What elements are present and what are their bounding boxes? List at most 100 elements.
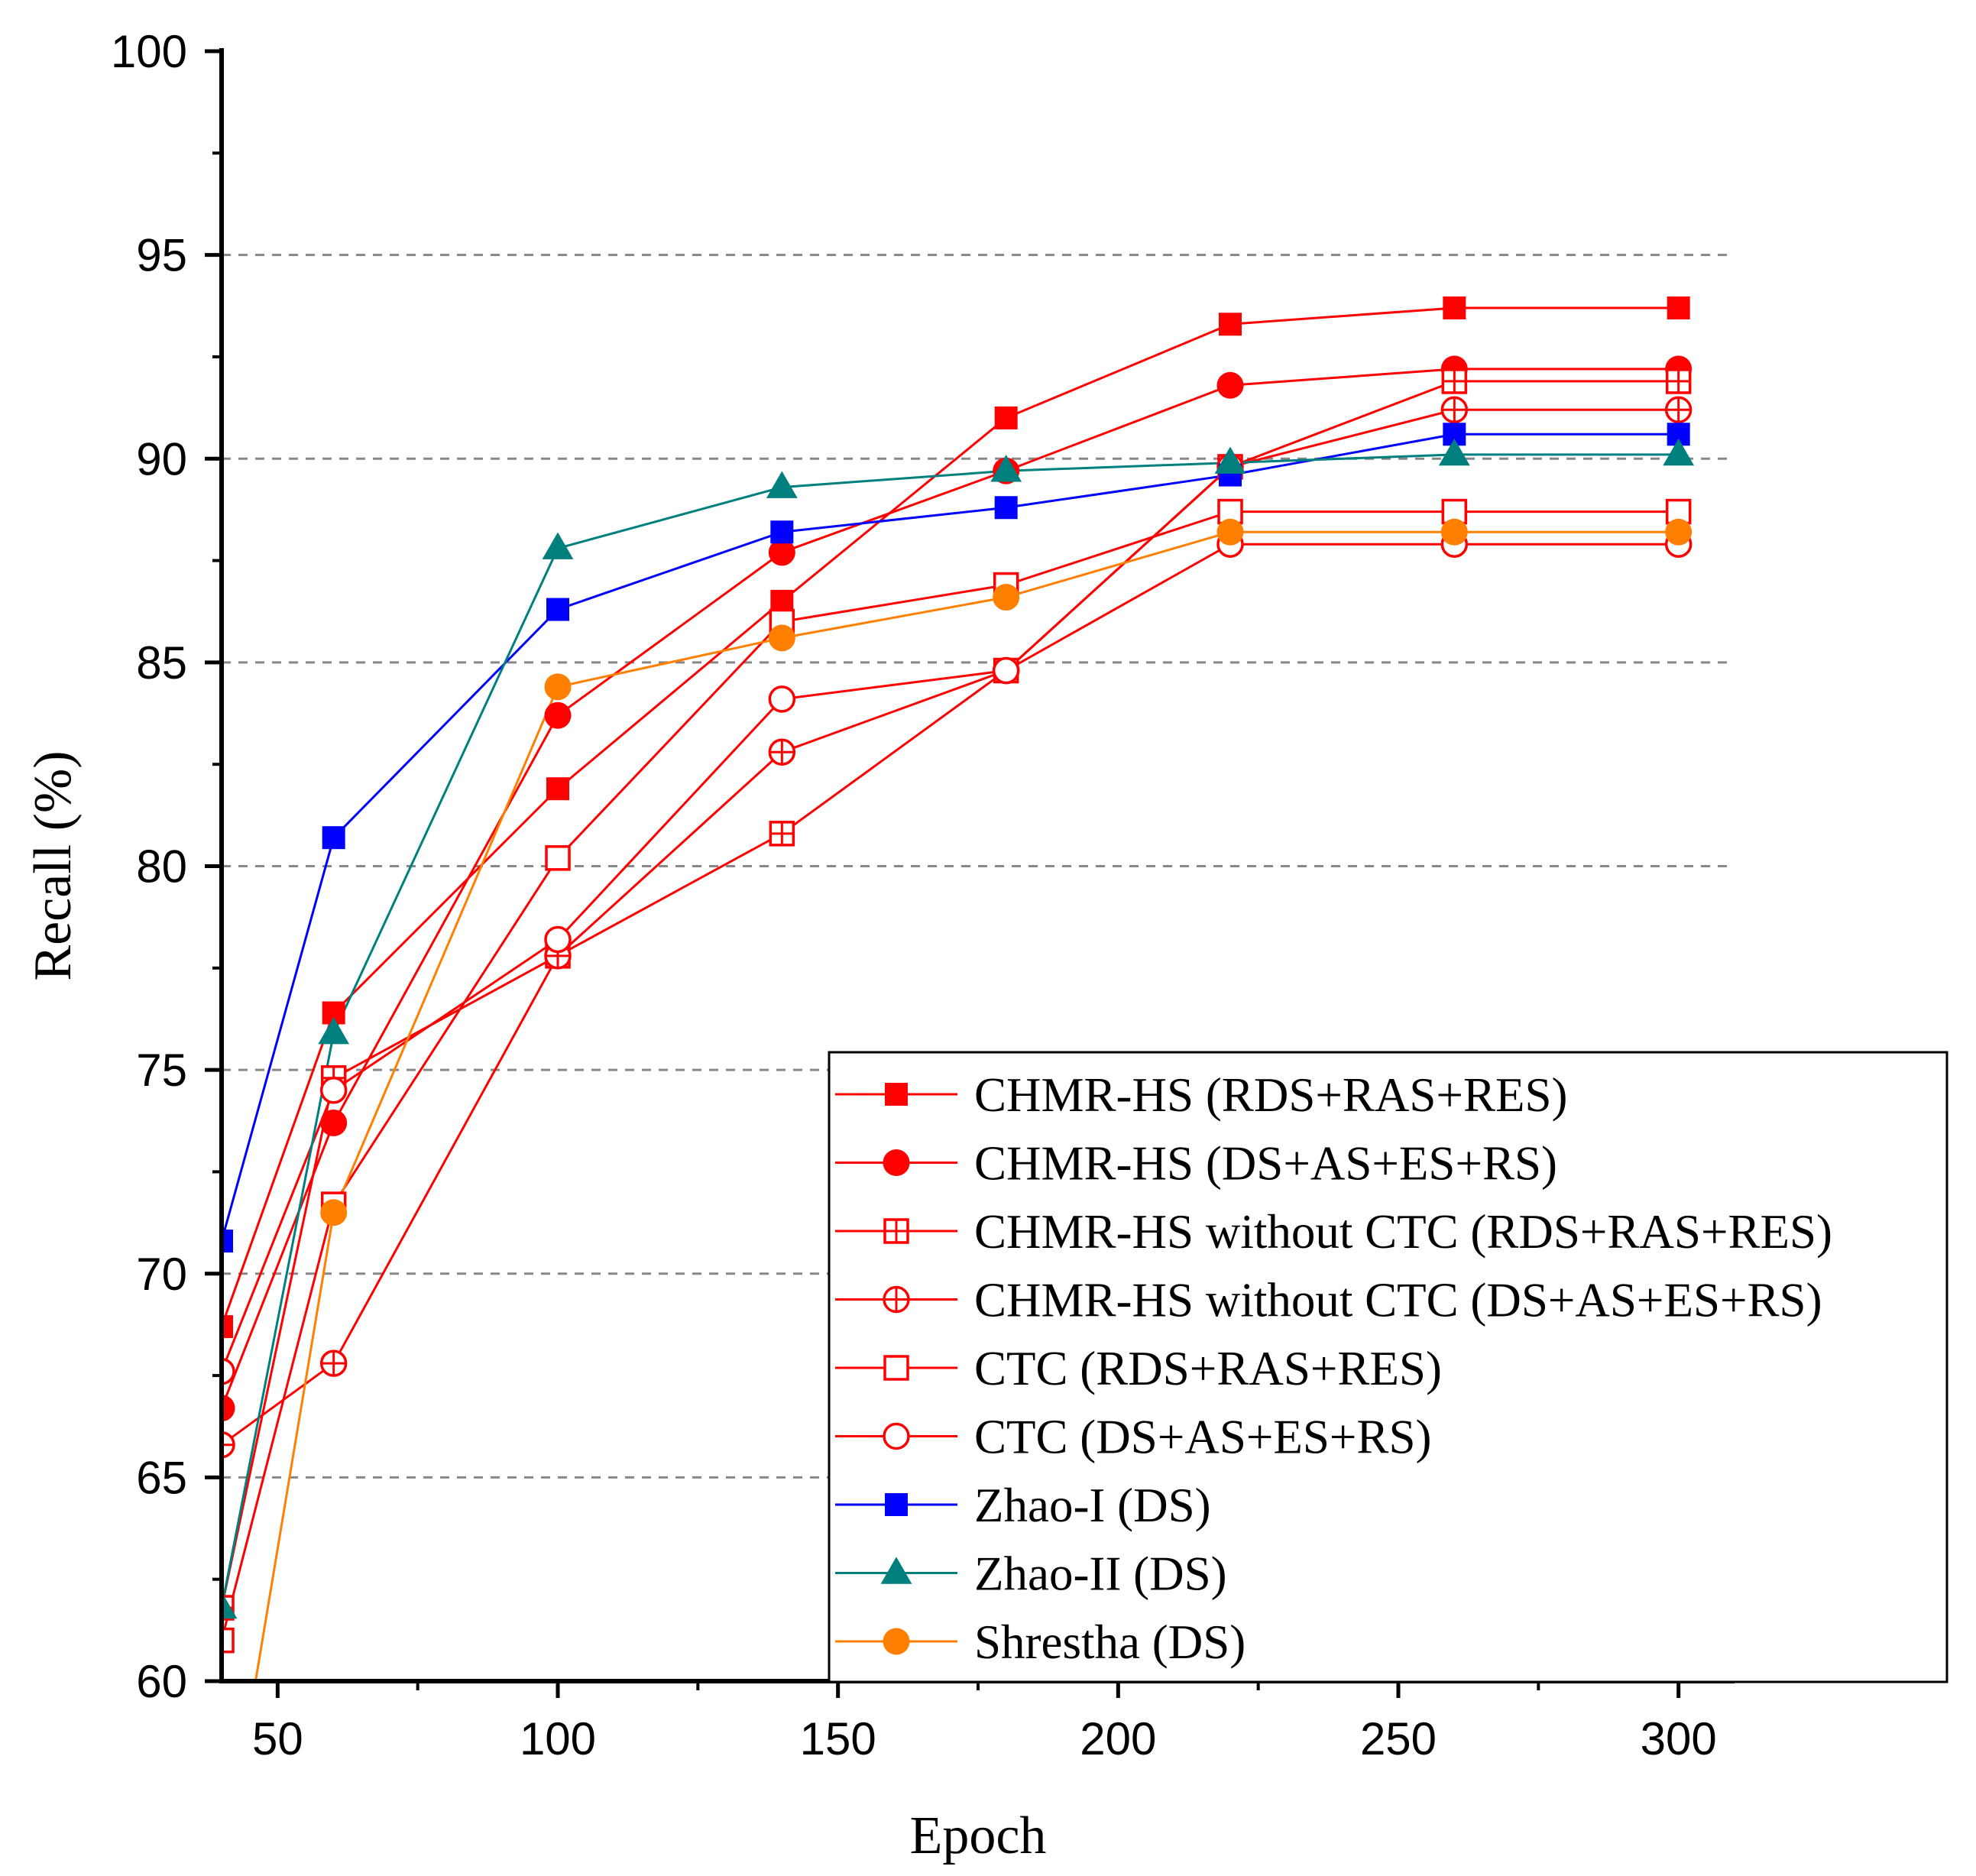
legend-item: Shrestha (DS) bbox=[835, 1615, 1246, 1669]
series-line bbox=[222, 543, 1679, 1372]
plot-area bbox=[209, 296, 1695, 1876]
y-tick-label: 65 bbox=[136, 1452, 187, 1503]
data-point bbox=[1441, 368, 1468, 394]
data-point bbox=[990, 455, 1022, 482]
x-tick-label: 100 bbox=[520, 1713, 596, 1764]
legend-marker bbox=[885, 1083, 908, 1106]
series-5 bbox=[222, 510, 1679, 1641]
data-point bbox=[545, 845, 571, 871]
data-point bbox=[542, 532, 574, 559]
data-point bbox=[768, 685, 796, 713]
series-9-points bbox=[209, 518, 1693, 1876]
y-tick-label: 95 bbox=[136, 230, 187, 281]
data-point bbox=[320, 1109, 348, 1136]
x-tick-label: 50 bbox=[252, 1713, 303, 1764]
data-point bbox=[1219, 313, 1242, 336]
series-7 bbox=[222, 433, 1679, 1242]
y-tick-label: 85 bbox=[136, 637, 187, 689]
legend-label: CHMR-HS without CTC (RDS+RAS+RES) bbox=[974, 1205, 1832, 1259]
data-point bbox=[768, 539, 795, 566]
data-point bbox=[546, 598, 569, 621]
legend-item: CTC (RDS+RAS+RES) bbox=[835, 1342, 1442, 1395]
legend-item: CHMR-HS without CTC (RDS+RAS+RES) bbox=[835, 1205, 1832, 1259]
data-point bbox=[1438, 438, 1470, 466]
series-2 bbox=[222, 368, 1679, 1409]
legend-item: CTC (DS+AS+ES+RS) bbox=[835, 1411, 1431, 1464]
legend-label: CTC (DS+AS+ES+RS) bbox=[974, 1411, 1431, 1464]
data-point bbox=[209, 1871, 235, 1876]
data-point bbox=[768, 738, 796, 766]
data-point bbox=[1665, 368, 1692, 394]
legend-label: Zhao-ΙΙ (DS) bbox=[974, 1547, 1227, 1601]
legend-item: Zhao-Ι (DS) bbox=[835, 1479, 1211, 1532]
series-4 bbox=[222, 408, 1679, 1446]
legend-marker bbox=[885, 1493, 908, 1516]
legend-item: CHMR-HS (DS+AS+ES+RS) bbox=[835, 1137, 1557, 1191]
series-line bbox=[222, 453, 1679, 1609]
legend: CHMR-HS (RDS+RAS+RES) CHMR-HS (DS+AS+ES+R… bbox=[828, 1051, 1948, 1683]
data-point bbox=[544, 701, 572, 729]
legend-label: CHMR-HS (DS+AS+ES+RS) bbox=[974, 1137, 1557, 1191]
data-point bbox=[766, 471, 798, 498]
series-line bbox=[222, 510, 1679, 1641]
legend-marker bbox=[883, 1149, 910, 1176]
series-line bbox=[222, 433, 1679, 1242]
data-point bbox=[992, 656, 1020, 685]
data-point bbox=[994, 406, 1018, 429]
data-point bbox=[770, 520, 794, 544]
data-point bbox=[1443, 296, 1466, 319]
y-tick-label: 75 bbox=[136, 1045, 187, 1096]
data-point bbox=[319, 1349, 348, 1377]
legend-label: Zhao-Ι (DS) bbox=[974, 1479, 1211, 1532]
data-point bbox=[320, 1199, 348, 1226]
legend-marker bbox=[883, 1628, 910, 1655]
x-tick-label: 150 bbox=[800, 1713, 876, 1764]
axes: 60 65 70 75 80 85 90 95 100 50 100 150 200 250 300 bbox=[111, 26, 1735, 1764]
series-1 bbox=[222, 306, 1679, 1327]
legend-item: Zhao-ΙΙ (DS) bbox=[835, 1547, 1227, 1601]
x-tick-label: 300 bbox=[1641, 1713, 1717, 1764]
series-line bbox=[222, 408, 1679, 1446]
y-tick-label: 70 bbox=[136, 1249, 187, 1300]
y-tick-label: 80 bbox=[136, 841, 187, 893]
data-point bbox=[222, 1430, 235, 1459]
data-point bbox=[1216, 371, 1244, 399]
data-point bbox=[768, 624, 795, 652]
series-6 bbox=[222, 543, 1679, 1372]
data-point bbox=[544, 673, 572, 701]
x-axis-title: Epoch bbox=[910, 1806, 1047, 1865]
x-tick-label: 250 bbox=[1360, 1713, 1437, 1764]
legend-item: CHMR-HS (RDS+RAS+RES) bbox=[835, 1068, 1568, 1122]
data-point bbox=[994, 496, 1018, 520]
data-point bbox=[769, 821, 795, 847]
data-point bbox=[318, 1017, 350, 1045]
data-point bbox=[1440, 396, 1469, 424]
data-point bbox=[546, 777, 569, 801]
data-point bbox=[993, 584, 1020, 611]
data-point bbox=[544, 925, 572, 954]
series-9 bbox=[254, 530, 1679, 1681]
data-point bbox=[1667, 296, 1690, 319]
series-line bbox=[222, 306, 1679, 1327]
data-point bbox=[222, 1357, 235, 1385]
legend-marker bbox=[880, 1557, 912, 1584]
data-point bbox=[1665, 518, 1693, 546]
legend-label: CHMR-HS without CTC (DS+AS+ES+RS) bbox=[974, 1274, 1822, 1327]
legend-label: CHMR-HS (RDS+RAS+RES) bbox=[974, 1068, 1568, 1122]
y-tick-label: 60 bbox=[136, 1656, 187, 1707]
y-tick-label: 90 bbox=[136, 433, 187, 484]
data-point bbox=[1214, 446, 1246, 474]
series-line bbox=[254, 530, 1679, 1681]
legend-label: Shrestha (DS) bbox=[974, 1615, 1246, 1669]
legend-label: CTC (RDS+RAS+RES) bbox=[974, 1342, 1442, 1395]
y-axis-title: Recall (%) bbox=[24, 750, 83, 980]
data-point bbox=[222, 1230, 233, 1253]
legend-marker bbox=[883, 1285, 910, 1314]
legend-marker bbox=[883, 1422, 910, 1450]
data-point bbox=[1663, 438, 1695, 466]
series-8 bbox=[222, 453, 1679, 1609]
legend-item: CHMR-HS without CTC (DS+AS+ES+RS) bbox=[835, 1274, 1822, 1327]
legend-marker bbox=[883, 1355, 909, 1381]
data-point bbox=[222, 1395, 235, 1422]
